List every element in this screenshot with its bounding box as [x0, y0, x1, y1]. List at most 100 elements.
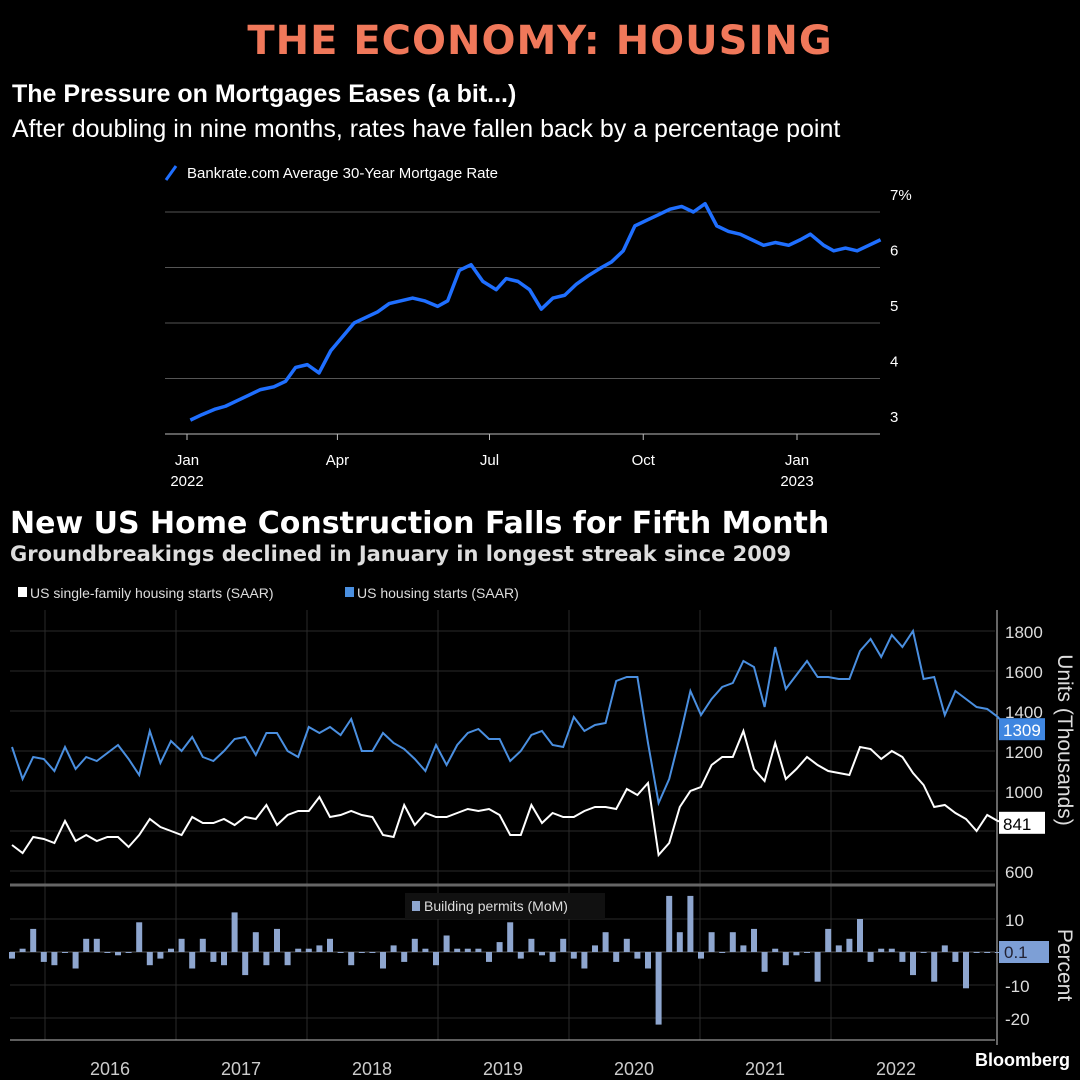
permit-bar	[30, 928, 37, 952]
y-tick-label: -10	[1005, 977, 1030, 996]
legend-label: Building permits (MoM)	[424, 898, 568, 914]
permit-bar	[464, 948, 471, 952]
permit-bar	[846, 938, 853, 952]
last-value-label: 1309	[1003, 721, 1041, 740]
permits-chart: 2016 2017 2018 2019 2020 2021 2022 -20 -10 10 Perc…	[9, 893, 1076, 1079]
permit-bar	[51, 952, 58, 966]
housing-starts-chart: 600 1000 1200 1400 1600 1800 Units (Thousands)…	[10, 585, 1076, 1045]
permit-bar	[528, 938, 535, 952]
y-tick-label: 4	[890, 354, 898, 371]
x-tick-label: 2020	[614, 1059, 654, 1079]
permit-bar	[645, 952, 651, 969]
permit-bar	[857, 919, 863, 952]
permit-bar	[814, 952, 821, 982]
mortgage-chart: 3 4 5 6 7% Jan 2022 Apr Jul Oct Jan 2023 Bankrate.co…	[164, 165, 912, 490]
permit-bar	[369, 952, 376, 953]
permit-bar	[878, 948, 885, 952]
permit-bar	[719, 952, 726, 953]
x-tick-label: Oct	[632, 452, 656, 469]
permit-bar	[867, 952, 874, 962]
permit-bar	[931, 952, 938, 982]
legend-box	[405, 893, 605, 919]
last-value-label: 0.1	[1004, 943, 1028, 962]
legend-swatch	[345, 587, 354, 597]
permit-bar	[157, 952, 164, 959]
x-tick-label: Jul	[480, 452, 499, 469]
permit-bar	[560, 938, 567, 952]
permit-bar	[125, 952, 132, 953]
mortgage-rate-line	[189, 201, 882, 422]
permit-bar	[517, 952, 524, 959]
permit-bar	[475, 948, 482, 952]
permit-bar	[994, 952, 1001, 953]
permit-bar	[623, 938, 630, 952]
permit-bar	[348, 952, 355, 966]
y-tick-label: 600	[1005, 863, 1033, 882]
permit-bar	[305, 948, 312, 952]
permit-bar	[9, 952, 15, 959]
chart1-title: The Pressure on Mortgages Eases (a bit..…	[12, 80, 517, 108]
single-family-line	[11, 727, 1009, 858]
permit-bar	[496, 942, 503, 952]
permit-bar	[941, 945, 948, 952]
chart2-subtitle: Groundbreakings declined in January in l…	[10, 542, 792, 566]
permit-bar	[178, 938, 185, 952]
permit-bar	[454, 948, 461, 952]
permit-bar	[221, 952, 227, 966]
permit-bar	[199, 938, 206, 952]
y-tick-label: 1600	[1005, 663, 1043, 682]
permit-bar	[93, 938, 100, 952]
permit-bar	[104, 952, 111, 953]
permit-bar	[687, 895, 694, 952]
y-axis-label: Percent	[1053, 929, 1076, 1002]
legend-swatch	[18, 587, 27, 597]
permit-bar	[263, 952, 270, 966]
x-tick-label: 2021	[745, 1059, 785, 1079]
y-tick-label: 7%	[890, 187, 912, 204]
permit-bar	[422, 948, 429, 952]
x-tick-label: Apr	[326, 452, 349, 469]
chart2-title: New US Home Construction Falls for Fifth…	[10, 506, 830, 541]
permit-bar	[549, 952, 556, 962]
x-tick-label: 2016	[90, 1059, 130, 1079]
permit-bar	[189, 952, 196, 969]
y-tick-label: 10	[1005, 911, 1024, 930]
last-value-label: 841	[1003, 815, 1031, 834]
permit-bar	[963, 952, 969, 989]
permit-bar	[380, 952, 386, 969]
kicker-title: THE ECONOMY: HOUSING	[247, 18, 833, 64]
permit-bar	[761, 952, 768, 972]
permit-bar	[62, 952, 68, 953]
permit-bar	[825, 928, 832, 952]
bloomberg-logo: Bloomberg	[974, 1050, 1070, 1070]
permit-bar	[486, 952, 492, 962]
permit-bar	[910, 952, 916, 976]
permit-bar	[804, 952, 810, 953]
permit-bar	[920, 952, 927, 953]
permit-bar	[40, 952, 47, 962]
legend-label: US single-family housing starts (SAAR)	[30, 585, 274, 601]
x-tick-label: 2018	[352, 1059, 392, 1079]
permit-bar	[168, 948, 174, 952]
permit-bar	[115, 952, 121, 956]
permit-bar	[655, 952, 662, 1025]
x-tick-label: 2017	[221, 1059, 261, 1079]
y-tick-label: 3	[890, 409, 898, 426]
permit-bar	[729, 932, 736, 952]
permit-bar	[751, 928, 757, 952]
permit-bar	[252, 932, 259, 952]
x-tick-sublabel: 2022	[170, 473, 203, 490]
permit-bar	[507, 922, 514, 952]
y-tick-label: 1800	[1005, 623, 1043, 642]
permit-bar	[146, 952, 153, 966]
permit-bar	[433, 952, 439, 966]
permit-bar	[698, 952, 704, 959]
y-tick-label: 1400	[1005, 703, 1043, 722]
permit-bar	[952, 952, 959, 962]
y-tick-label: 1000	[1005, 783, 1043, 802]
permit-bar	[327, 938, 333, 952]
permit-bar	[316, 945, 323, 952]
legend-swatch	[412, 901, 420, 911]
permit-bar	[539, 952, 545, 956]
